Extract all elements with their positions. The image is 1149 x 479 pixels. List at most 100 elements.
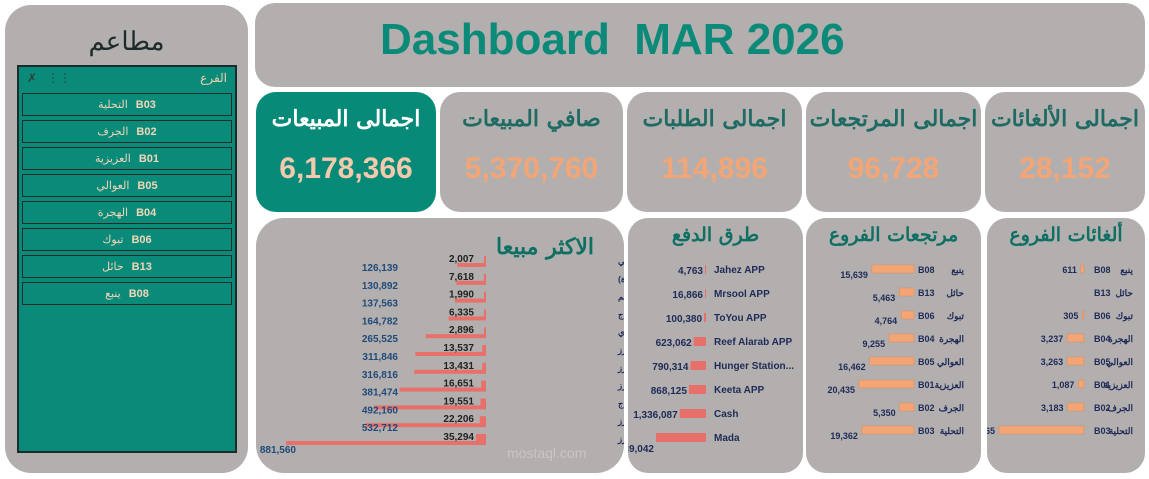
- branch-cancellations-chart-panel: ألغائات الفروع 611 B08 ينبع B13 حائل 305 B06 تب…: [967, 218, 1145, 473]
- bar-primary: [456, 280, 486, 285]
- slicer-item-b03[interactable]: التحلية B03: [22, 93, 232, 116]
- value-label: 3,263: [1041, 357, 1064, 367]
- category-label: نص دجاج مظبي مع الرز: [617, 381, 624, 392]
- bar-secondary: [484, 256, 486, 264]
- branch-cancellations-chart[interactable]: 611 B08 ينبع B13 حائل 305 B06 تبوك 3,237 B04الهجر…: [967, 218, 1145, 473]
- bar-secondary: [483, 273, 486, 282]
- category-label: Keeta APP: [714, 385, 765, 396]
- kpi-label: اجمالى الألغائات: [990, 106, 1140, 132]
- bar: [900, 310, 915, 320]
- value-label: 5,463: [873, 293, 896, 303]
- value-label: 3,237: [1041, 334, 1064, 344]
- category-label: نص دجاج شواية مع الرز: [617, 345, 624, 356]
- kpi-value: 6,178,366: [279, 152, 413, 185]
- category-code: B03: [918, 426, 935, 436]
- chart-title: ألغائات الفروع: [1009, 224, 1123, 246]
- bar: [1082, 310, 1085, 320]
- category-label: كبسة البادية حاشي: [618, 256, 624, 267]
- bar: [1067, 402, 1085, 412]
- slicer-item-code: B06: [131, 233, 152, 246]
- slicer-item-b04[interactable]: الهجرة B04: [22, 201, 232, 224]
- bar: [705, 265, 706, 274]
- bar: [690, 361, 706, 370]
- payment-methods-chart[interactable]: 4,763 Jahez APP 16,866 Mrsool APP 100,380 ToY…: [610, 218, 803, 473]
- category-label: Reef Alarab APP: [714, 337, 793, 348]
- bar: [688, 385, 706, 394]
- value-label: 532,712: [362, 423, 399, 434]
- bar-primary: [415, 352, 486, 356]
- kpi-total-returns: اجمالى المرتجعات 96,728: [806, 92, 981, 212]
- category-label: نفر لحم مندي رز مندي: [618, 327, 624, 338]
- value-label: 611: [1062, 265, 1077, 275]
- category-name: التحلية: [940, 426, 964, 436]
- category-code: B04: [918, 334, 935, 344]
- value-label: 100,380: [666, 314, 703, 325]
- bar: [899, 287, 915, 297]
- value-label: 19,551: [443, 396, 474, 407]
- chart-title: طرق الدفع: [671, 224, 760, 246]
- value-label: 6,335: [449, 307, 474, 318]
- slicer-item-b01[interactable]: العزيزية B01: [22, 147, 232, 170]
- category-name: حائل: [946, 288, 964, 298]
- clear-filter-icon[interactable]: ✗: [27, 71, 38, 85]
- category-code: B02: [918, 403, 935, 413]
- bar: [705, 289, 706, 298]
- value-label: 2,896: [449, 325, 474, 336]
- bar-primary: [414, 369, 486, 374]
- category-name: العزيزية: [935, 380, 964, 391]
- slicer-item-b05[interactable]: العوالي B05: [22, 174, 232, 197]
- slicer-item-b06[interactable]: تبوك B06: [22, 228, 232, 251]
- category-label: نص دجاج مندي مع الرز: [617, 363, 624, 374]
- bar-secondary: [484, 309, 486, 318]
- slicer-item-list: التحلية B03 الجرف B02 العزيزية B01 العوالي B05 ا…: [19, 93, 235, 305]
- category-label: نص دجاج مضغوط مع الرز: [617, 416, 624, 427]
- category-code: B05: [918, 357, 935, 367]
- category-label: ToYou APP: [714, 313, 767, 324]
- value-label: 9,255: [863, 339, 886, 349]
- value-label: 16,465: [987, 426, 995, 436]
- bar: [899, 402, 915, 412]
- bar-primary: [457, 263, 486, 267]
- value-label: 2,539,042: [628, 444, 654, 455]
- value-label: 316,816: [362, 370, 399, 381]
- kpi-value: 28,152: [1019, 152, 1111, 185]
- dashboard-header: Dashboard MAR 2026: [255, 3, 1145, 87]
- bar: [888, 333, 915, 343]
- multi-select-icon[interactable]: ⋮⋮: [47, 71, 72, 85]
- slicer-item-b13[interactable]: حائل B13: [22, 255, 232, 278]
- category-name: العوالي: [937, 357, 964, 368]
- value-label: 7,618: [449, 272, 474, 283]
- slicer-header-label: الفرع: [200, 71, 227, 85]
- category-name: الجرف: [1108, 403, 1133, 414]
- slicer-item-b08[interactable]: ينبع B08: [22, 282, 232, 305]
- value-label: 868,125: [651, 386, 688, 397]
- sidebar-panel: مطاعم ✗ ⋮⋮ الفرع التحلية B03 الجرف B02 العزي…: [5, 5, 248, 473]
- value-label: 4,763: [678, 266, 703, 277]
- slicer-item-code: B08: [128, 287, 149, 300]
- kpi-label: اجمالى الطلبات: [642, 106, 787, 132]
- value-label: 4,764: [875, 316, 898, 326]
- bar-secondary: [476, 434, 486, 442]
- bar: [1078, 379, 1085, 389]
- bar-primary: [425, 334, 486, 339]
- value-label: 265,525: [362, 334, 399, 345]
- sidebar-title: مطاعم: [88, 27, 165, 57]
- slicer-item-b02[interactable]: الجرف B02: [22, 120, 232, 143]
- category-code: B13: [1094, 288, 1111, 298]
- value-label: 1,990: [449, 290, 474, 301]
- page-title: Dashboard MAR 2026: [380, 15, 845, 64]
- category-code: B06: [1094, 311, 1111, 321]
- slicer-item-name: العوالي: [96, 179, 130, 192]
- value-label: 13,537: [443, 343, 474, 354]
- bar: [998, 425, 1085, 435]
- slicer-item-code: B05: [137, 179, 158, 192]
- value-label: 3,183: [1041, 403, 1064, 413]
- bar-secondary: [484, 291, 486, 300]
- category-code: B05: [1094, 357, 1111, 367]
- bar: [693, 337, 706, 346]
- kpi-total-sales: اجمالى المبيعات 6,178,366: [256, 92, 436, 212]
- bar: [656, 433, 706, 442]
- branch-returns-chart[interactable]: 15,639 B08 ينبع 5,463 B13 حائل 4,764 B06 تبوك 9,2…: [806, 218, 981, 473]
- category-name: الهجرة: [939, 334, 964, 345]
- slicer-item-code: B01: [138, 152, 160, 165]
